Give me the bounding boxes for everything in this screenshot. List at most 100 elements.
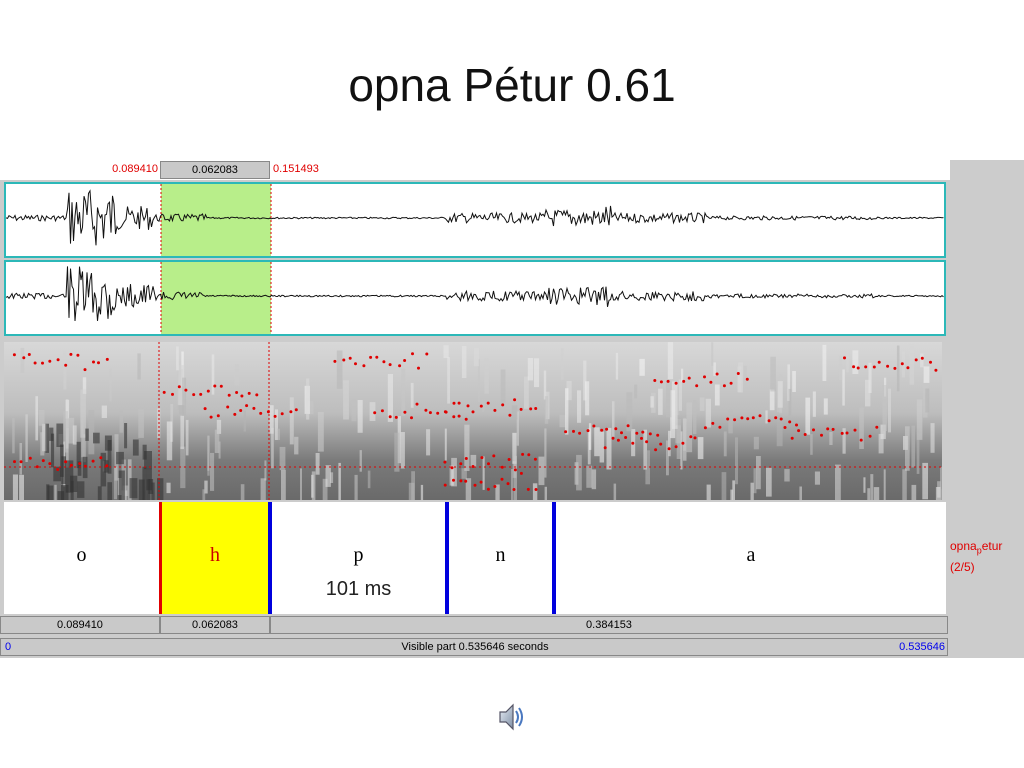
formant-dot (348, 356, 352, 360)
formant-dot (682, 379, 686, 383)
spectrogram-texture (19, 474, 24, 500)
spectrogram-texture (667, 342, 674, 380)
waveform-1-trace (6, 189, 944, 246)
slide-title: opna Pétur 0.61 (348, 59, 676, 111)
formant-dot (342, 358, 346, 362)
segment-o[interactable]: o (76, 544, 87, 566)
formant-dot (443, 483, 447, 487)
visible-part-bar[interactable]: 0 Visible part 0.535646 seconds 0.535646 (0, 638, 948, 656)
spectrogram-texture (873, 487, 880, 500)
spectrogram-texture (714, 384, 720, 406)
formant-dot (774, 416, 778, 420)
formant-dot (886, 364, 890, 368)
spectrogram-texture (559, 414, 566, 428)
spectrogram-texture (40, 432, 45, 456)
duration-left[interactable]: 0.089410 (0, 616, 160, 634)
waveform-channel-2[interactable] (4, 260, 946, 336)
formant-dot (779, 417, 783, 421)
formant-dot (410, 416, 413, 420)
spectrogram-texture (359, 450, 362, 472)
spectrogram-texture (721, 472, 727, 500)
formant-dot (289, 410, 293, 414)
formant-dot (97, 361, 100, 365)
spectrogram-texture (765, 410, 768, 424)
formant-dot (177, 385, 181, 389)
formant-dot (745, 377, 749, 381)
formant-dot (900, 362, 904, 366)
formant-dot (240, 394, 244, 398)
spectrogram-energy (77, 481, 85, 498)
spectrogram-texture (495, 484, 500, 500)
formant-dot (99, 456, 103, 460)
formant-dot (64, 363, 68, 367)
formant-dot (27, 353, 31, 356)
waveform-channel-1[interactable] (4, 182, 946, 258)
spectrogram-texture (426, 429, 431, 456)
spectrogram[interactable] (4, 342, 942, 500)
formant-dot (758, 414, 762, 418)
formant-dot (526, 487, 530, 491)
spectrogram-texture (829, 432, 833, 445)
segment-a[interactable]: a (746, 544, 756, 566)
spectrogram-texture (823, 398, 828, 415)
spectrogram-texture (447, 357, 450, 404)
spectrogram-texture (207, 436, 210, 476)
duration-right[interactable]: 0.384153 (270, 616, 948, 634)
boundary-red[interactable] (159, 502, 162, 614)
formant-dot (693, 436, 697, 440)
spectrogram-texture (408, 482, 415, 500)
spectrogram-texture (532, 483, 538, 500)
spectrogram-texture (315, 453, 320, 475)
duration-selection[interactable]: 0.062083 (160, 616, 270, 634)
spectrogram-texture (387, 374, 393, 422)
boundary-3[interactable] (552, 502, 556, 614)
formant-dot (479, 480, 483, 484)
spectrogram-texture (626, 392, 633, 432)
formant-dot (512, 488, 516, 491)
spectrogram-texture (317, 411, 324, 452)
formant-dot (803, 433, 807, 436)
formant-dot (667, 447, 671, 451)
boundary-2[interactable] (445, 502, 449, 614)
boundary-1[interactable] (268, 502, 272, 614)
formant-dot (845, 431, 849, 435)
formant-dot (508, 413, 512, 417)
spectrogram-texture (730, 489, 733, 500)
formant-dot (645, 440, 649, 444)
spectrogram-texture (101, 405, 107, 418)
spectrogram-texture (658, 388, 663, 415)
segment-p[interactable]: p (353, 544, 364, 566)
formant-dot (41, 361, 44, 365)
formant-dot (500, 477, 504, 481)
spectrogram-texture (612, 401, 615, 437)
formant-dot (586, 429, 590, 433)
spectrogram-texture (672, 381, 678, 429)
annotation-tier[interactable]: o h p 101 ms n a (4, 502, 946, 614)
spectrogram-texture (650, 396, 654, 408)
formant-dot (929, 360, 932, 364)
formant-dot (564, 430, 568, 434)
spectrogram-texture (705, 398, 711, 428)
spectrogram-energy (100, 452, 107, 487)
formant-dot (471, 465, 475, 468)
formant-dot (105, 357, 109, 361)
formant-dot (674, 445, 678, 449)
formant-dot (411, 352, 414, 356)
spectrogram-texture (713, 362, 716, 376)
spectrogram-texture (12, 474, 18, 500)
formant-dot (56, 358, 60, 362)
formant-dot (464, 479, 468, 483)
speaker-icon[interactable] (494, 700, 528, 734)
spectrogram-texture (534, 358, 540, 388)
spectrogram-texture (680, 431, 683, 470)
spectrogram-texture (443, 345, 449, 358)
spectrogram-texture (484, 358, 489, 394)
spectrogram-texture (591, 469, 597, 490)
selection-duration-top[interactable]: 0.062083 (160, 161, 270, 179)
segment-h[interactable]: h (210, 544, 220, 566)
spectrogram-texture (63, 350, 67, 390)
formant-dot (171, 392, 174, 396)
spectrogram-texture (216, 419, 222, 434)
spectrogram-texture (482, 456, 485, 490)
segment-n[interactable]: n (495, 544, 506, 566)
